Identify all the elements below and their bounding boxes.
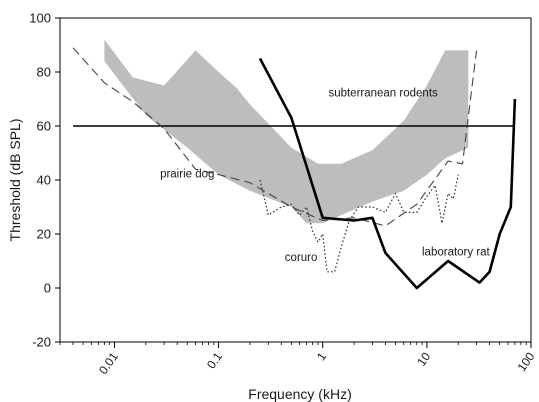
band-layer — [104, 39, 469, 224]
y-axis-title: Threshold (dB SPL) — [7, 119, 23, 242]
band-subterranean-rodents — [104, 39, 469, 224]
y-tick-label: 0 — [44, 281, 51, 296]
y-tick-label: -20 — [32, 335, 51, 350]
series-labels: subterranean rodents prairie dog coruro lab… — [160, 87, 490, 264]
label-laboratory-rat: laboratory rat — [422, 247, 491, 259]
x-tick-label: 1 — [314, 349, 329, 363]
y-tick-label: 80 — [37, 65, 51, 80]
x-axis-title: Frequency (kHz) — [248, 386, 351, 402]
x-tick-label: 10 — [414, 349, 433, 368]
series-laboratory-rat — [258, 57, 517, 290]
y-tick-label: 100 — [29, 11, 51, 26]
label-prairie-dog: prairie dog — [160, 168, 214, 180]
label-subterranean-rodents: subterranean rodents — [328, 87, 438, 99]
y-tick-label: 20 — [37, 227, 51, 242]
ticks: -20 0 20 40 60 80 100 0.01 0.1 1 10 100 — [29, 11, 537, 377]
x-tick-label: 0.01 — [96, 349, 121, 376]
y-tick-label: 40 — [37, 173, 51, 188]
x-tick-label: 0.1 — [204, 349, 225, 371]
x-tick-label: 100 — [514, 349, 537, 374]
y-tick-label: 60 — [37, 119, 51, 134]
series-prairie-dog — [72, 47, 478, 227]
series-layer — [72, 47, 517, 290]
label-coruro: coruro — [285, 252, 318, 264]
